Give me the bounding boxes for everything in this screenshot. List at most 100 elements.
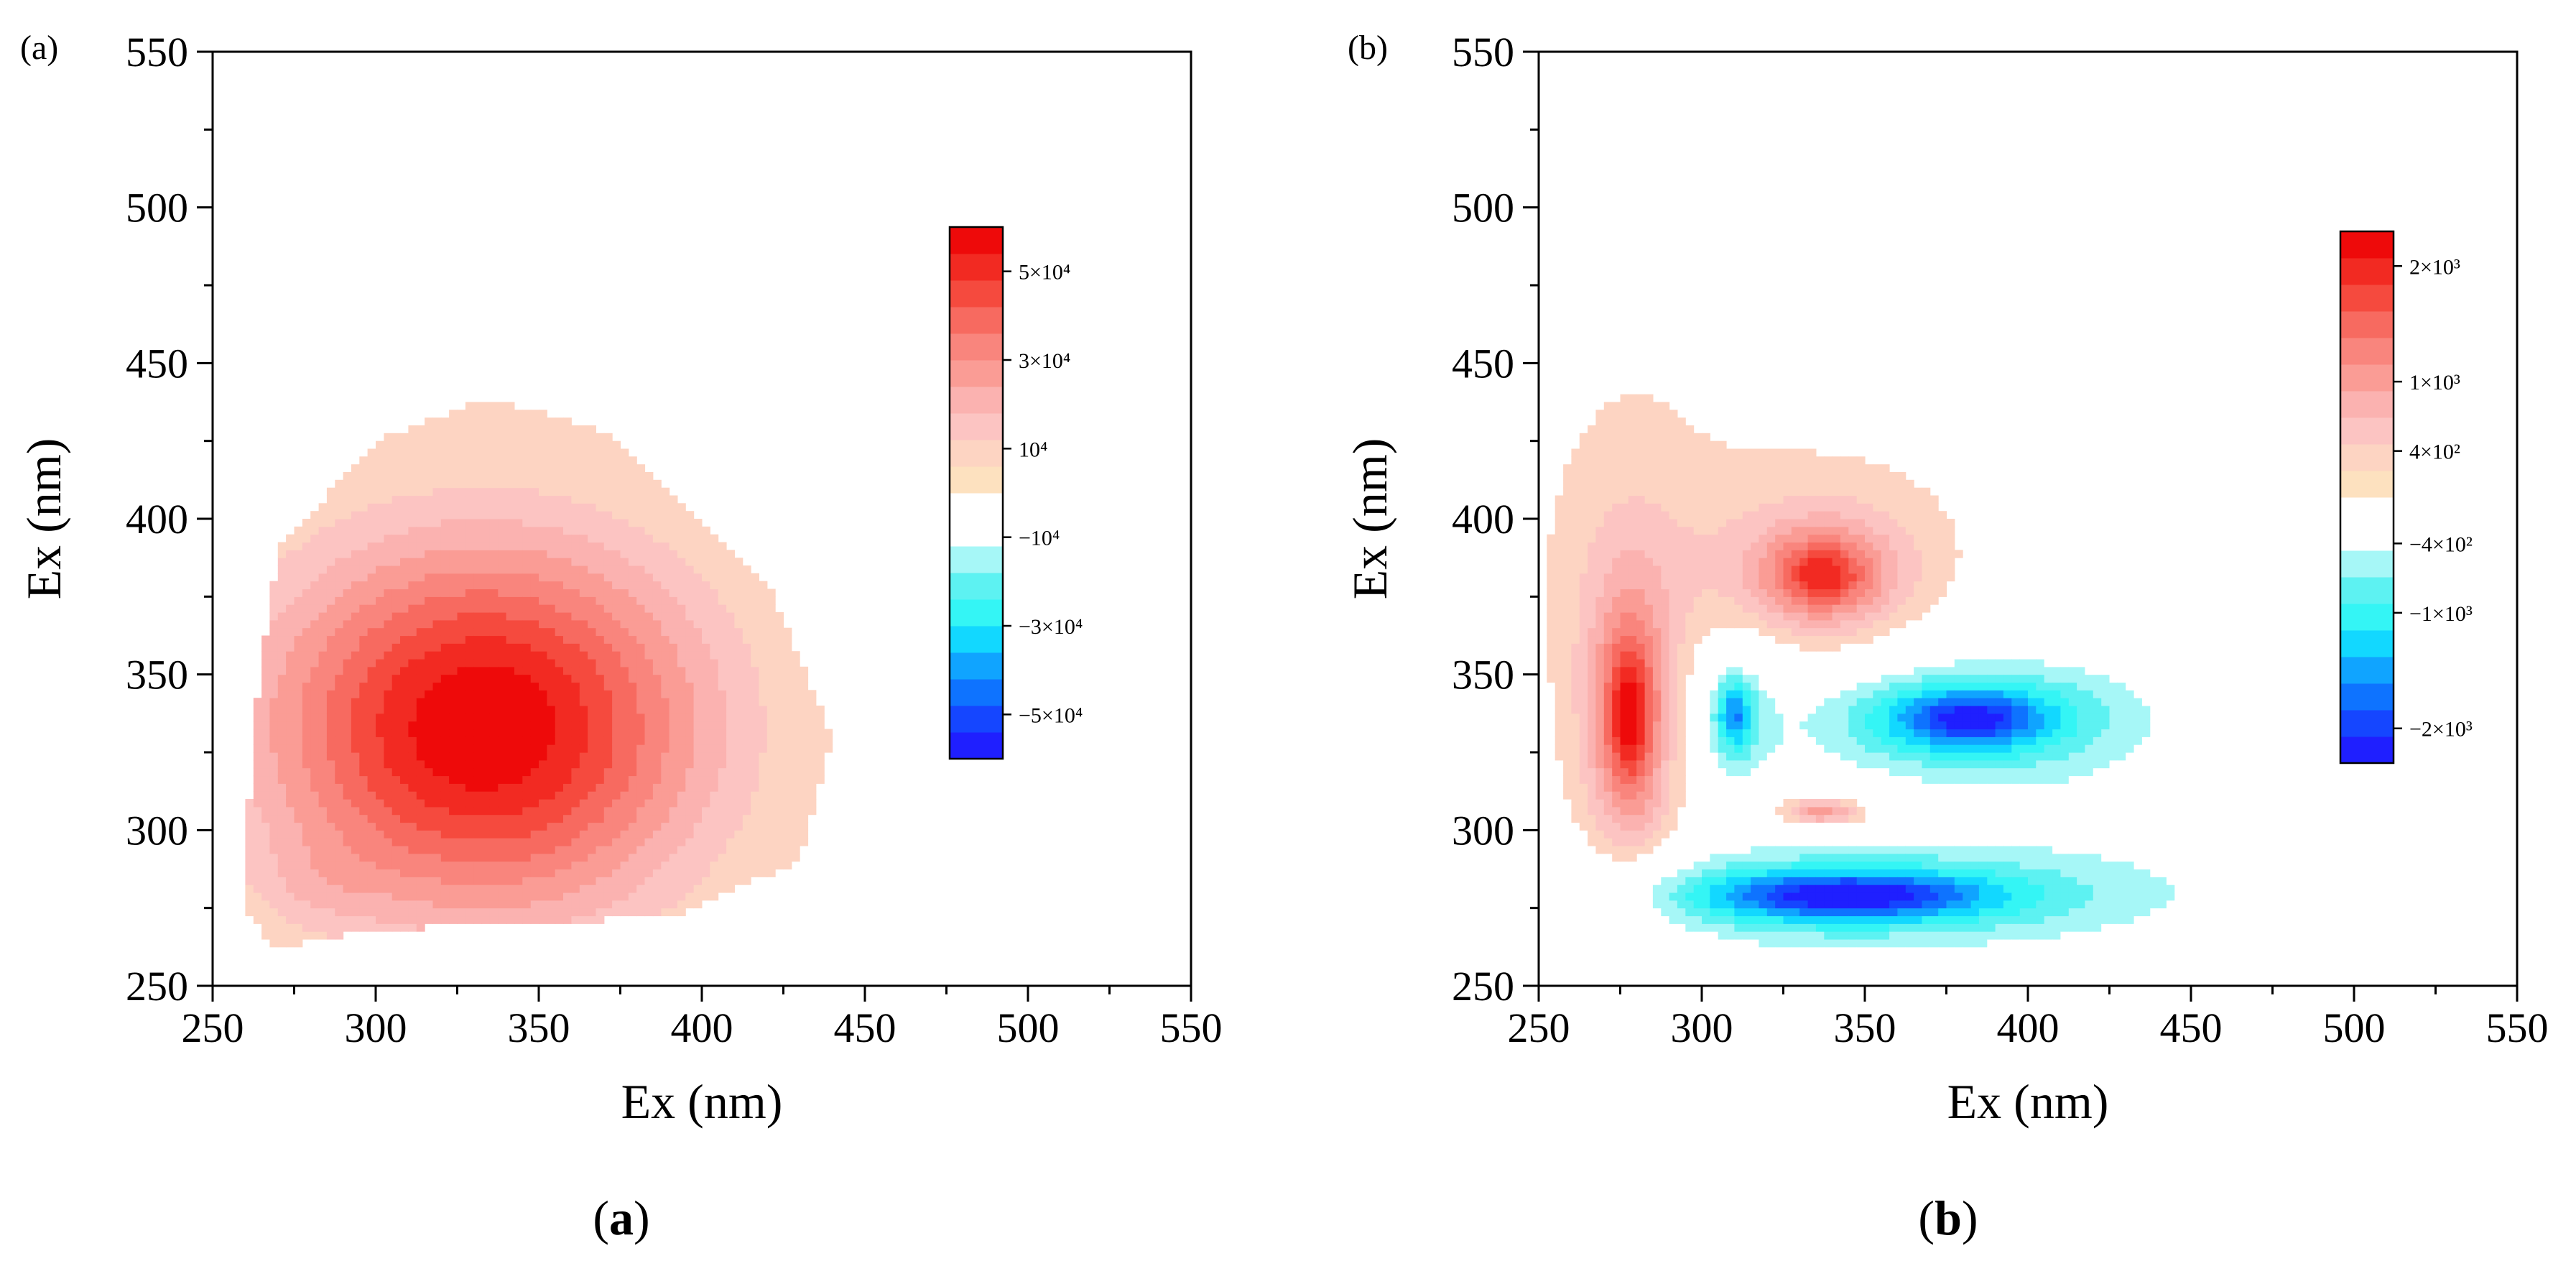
heat-cell	[734, 635, 743, 644]
heat-cell	[596, 643, 605, 652]
heat-cell	[1628, 659, 1637, 668]
heat-cell	[628, 534, 637, 543]
heat-cell	[425, 846, 433, 854]
heat-cell	[351, 791, 360, 800]
heat-cell	[343, 487, 352, 496]
heat-cell	[1669, 604, 1678, 613]
heat-cell	[449, 853, 458, 862]
heat-cell	[376, 479, 384, 489]
heat-cell	[1588, 698, 1596, 706]
heat-cell	[1603, 542, 1613, 550]
heat-cell	[742, 581, 751, 590]
heat-cell	[726, 853, 735, 862]
heat-cell	[432, 713, 442, 722]
heat-cell	[1652, 752, 1662, 761]
heat-cell	[367, 612, 376, 621]
heat-cell	[335, 627, 344, 637]
heat-cell	[425, 853, 433, 862]
heat-cell	[596, 472, 605, 481]
heat-cell	[685, 822, 695, 831]
heat-cell	[693, 744, 703, 753]
heat-cell	[1588, 736, 1596, 745]
heat-cell	[620, 511, 629, 519]
heat-cell	[734, 814, 743, 823]
heat-cell	[742, 830, 751, 839]
heat-cell	[1628, 822, 1637, 831]
heat-cell	[343, 627, 352, 637]
heat-cell	[661, 744, 670, 753]
heat-cell	[514, 526, 523, 535]
heat-cell	[359, 635, 369, 644]
heat-cell	[318, 846, 328, 854]
heat-cell	[1612, 892, 1621, 901]
heat-cell	[351, 503, 360, 512]
heat-cell	[367, 744, 376, 753]
heat-cell	[734, 619, 743, 629]
heat-cell	[636, 853, 646, 862]
heat-cell	[367, 604, 376, 613]
heat-cell	[555, 588, 564, 597]
heat-cell	[685, 690, 695, 698]
heat-cell	[294, 939, 303, 948]
heat-cell	[432, 542, 442, 550]
heat-cell	[751, 588, 759, 597]
heat-cell	[1595, 558, 1605, 566]
heat-cell	[1628, 682, 1637, 690]
heat-cell	[751, 806, 759, 816]
heat-cell	[449, 448, 458, 457]
heat-cell	[392, 783, 401, 792]
heat-cell	[775, 706, 784, 714]
heat-cell	[1677, 519, 1686, 527]
heat-cell	[791, 729, 800, 737]
heat-cell	[1669, 869, 1678, 877]
heat-cell	[335, 565, 344, 574]
heat-cell	[416, 744, 425, 753]
heat-cell	[1677, 869, 1686, 877]
heat-cell	[449, 612, 458, 621]
heat-cell	[571, 588, 580, 597]
heat-cell	[1669, 526, 1678, 535]
heat-cell	[408, 573, 417, 582]
heat-cell	[432, 706, 442, 714]
heat-cell	[310, 659, 320, 668]
heat-cell	[1563, 892, 1572, 901]
heat-cell	[571, 487, 580, 496]
heat-cell	[432, 830, 442, 839]
heat-cell	[603, 495, 613, 504]
heat-cell	[1628, 440, 1637, 450]
heat-cell	[400, 456, 409, 465]
heat-cell	[432, 612, 442, 621]
heat-cell	[432, 433, 442, 442]
heat-cell	[636, 666, 646, 675]
heat-cell	[547, 550, 556, 558]
heat-cell	[376, 744, 384, 753]
heat-cell	[335, 759, 344, 769]
heat-cell	[1571, 456, 1580, 465]
heat-cell	[245, 853, 254, 862]
heat-cell	[530, 744, 539, 753]
heat-cell	[588, 464, 596, 473]
heat-cell	[326, 721, 335, 730]
heat-cell	[473, 519, 483, 527]
heat-cell	[522, 627, 532, 637]
heat-cell	[603, 698, 613, 706]
heat-cell	[1588, 542, 1596, 550]
heat-cell	[465, 619, 474, 629]
heat-cell	[261, 752, 270, 761]
heat-cell	[579, 456, 588, 465]
heat-cell	[530, 706, 539, 714]
heat-cell	[563, 690, 572, 698]
heat-cell	[652, 759, 662, 769]
panel-a-label: (a)	[20, 29, 58, 67]
heat-cell	[489, 542, 499, 550]
heat-cell	[596, 479, 605, 489]
heat-cell	[628, 853, 637, 862]
heat-cell	[791, 698, 800, 706]
heat-cell	[726, 838, 735, 846]
heat-cell	[522, 822, 532, 831]
heat-cell	[612, 596, 621, 605]
heat-cell	[693, 526, 703, 535]
heat-cell	[718, 822, 727, 831]
heat-cell	[392, 635, 401, 644]
heat-cell	[1661, 635, 1670, 644]
